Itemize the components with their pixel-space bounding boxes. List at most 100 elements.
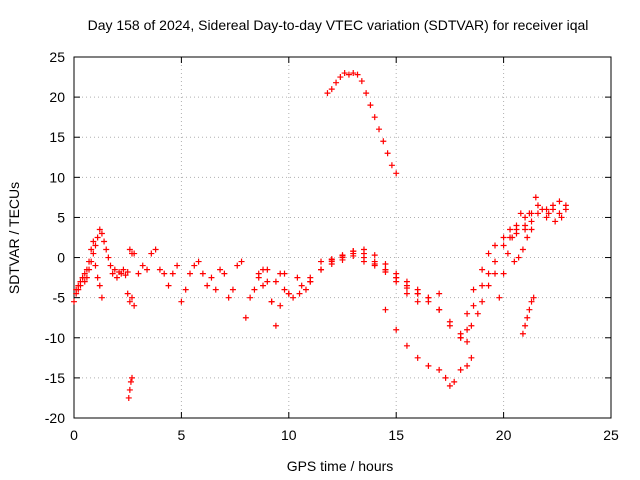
data-point	[474, 310, 481, 317]
data-point	[354, 71, 361, 78]
data-point	[152, 246, 159, 253]
grid	[74, 57, 611, 418]
data-point	[328, 86, 335, 93]
data-point	[272, 278, 279, 285]
y-tick-label: 10	[49, 169, 65, 185]
data-point	[345, 71, 352, 78]
x-tick-label: 0	[70, 427, 78, 443]
x-axis-label: GPS time / hours	[287, 458, 394, 474]
data-point	[113, 274, 120, 281]
data-point	[528, 226, 535, 233]
data-point	[341, 70, 348, 77]
data-point	[212, 286, 219, 293]
data-point	[103, 246, 110, 253]
data-point	[382, 260, 389, 267]
data-point	[562, 206, 569, 213]
data-point	[125, 394, 132, 401]
data-point	[174, 262, 181, 269]
data-point	[479, 298, 486, 305]
data-point	[208, 274, 215, 281]
data-point	[360, 246, 367, 253]
data-point	[328, 256, 335, 263]
data-point	[500, 242, 507, 249]
series-arc-mid	[135, 246, 314, 329]
series-arc-main-morning-2	[73, 250, 105, 301]
data-point	[504, 250, 511, 257]
data-point	[238, 258, 245, 265]
data-point	[337, 74, 344, 81]
data-point	[302, 286, 309, 293]
data-point	[195, 258, 202, 265]
data-point	[393, 170, 400, 177]
data-point	[522, 222, 529, 229]
data-point	[507, 226, 514, 233]
data-point	[96, 226, 103, 233]
data-point	[436, 366, 443, 373]
data-point	[277, 270, 284, 277]
x-tick-label: 10	[281, 427, 297, 443]
data-point	[131, 250, 138, 257]
data-point	[425, 362, 432, 369]
data-point	[500, 234, 507, 241]
y-tick-label: 5	[57, 209, 65, 225]
data-point	[393, 326, 400, 333]
data-point	[88, 258, 95, 265]
data-point	[88, 246, 95, 253]
data-point	[144, 266, 151, 273]
data-point	[492, 242, 499, 249]
data-point	[492, 270, 499, 277]
data-point	[118, 270, 125, 277]
data-point	[92, 242, 99, 249]
data-point	[128, 374, 135, 381]
plot-frame	[73, 56, 612, 419]
y-tick-label: -10	[45, 330, 65, 346]
data-point	[425, 294, 432, 301]
data-point	[247, 294, 254, 301]
data-point	[333, 79, 340, 86]
data-point	[539, 206, 546, 213]
data-point	[464, 362, 471, 369]
data-point	[532, 194, 539, 201]
data-point	[522, 214, 529, 221]
data-point	[148, 250, 155, 257]
data-point	[178, 298, 185, 305]
data-point	[380, 138, 387, 145]
data-point	[479, 266, 486, 273]
data-point	[281, 286, 288, 293]
data-point	[371, 260, 378, 267]
data-point	[126, 298, 133, 305]
data-point	[528, 218, 535, 225]
data-point	[124, 268, 131, 275]
data-point	[457, 366, 464, 373]
y-tick-label: -5	[53, 290, 66, 306]
data-point	[403, 290, 410, 297]
data-point	[165, 282, 172, 289]
data-point	[96, 282, 103, 289]
data-point	[101, 238, 108, 245]
data-point	[530, 294, 537, 301]
data-point	[358, 78, 365, 85]
chart-title: Day 158 of 2024, Sidereal Day-to-day VTE…	[88, 17, 589, 33]
x-tick-label: 20	[496, 427, 512, 443]
data-point	[186, 270, 193, 277]
data-point	[496, 294, 503, 301]
data-point	[442, 374, 449, 381]
y-tick-label: 0	[57, 250, 65, 266]
data-point	[290, 294, 297, 301]
series-arc-evening-1	[457, 198, 569, 341]
data-point	[556, 198, 563, 205]
data-point	[86, 266, 93, 273]
data-point	[446, 322, 453, 329]
y-tick-label: 15	[49, 129, 65, 145]
data-point	[204, 282, 211, 289]
data-point	[234, 262, 241, 269]
data-point	[161, 270, 168, 277]
data-point	[90, 238, 97, 245]
data-point	[403, 278, 410, 285]
data-point	[126, 246, 133, 253]
data-point	[139, 262, 146, 269]
data-point	[479, 282, 486, 289]
x-tick-label: 25	[603, 427, 619, 443]
x-tick-label: 5	[178, 427, 186, 443]
data-point	[182, 286, 189, 293]
